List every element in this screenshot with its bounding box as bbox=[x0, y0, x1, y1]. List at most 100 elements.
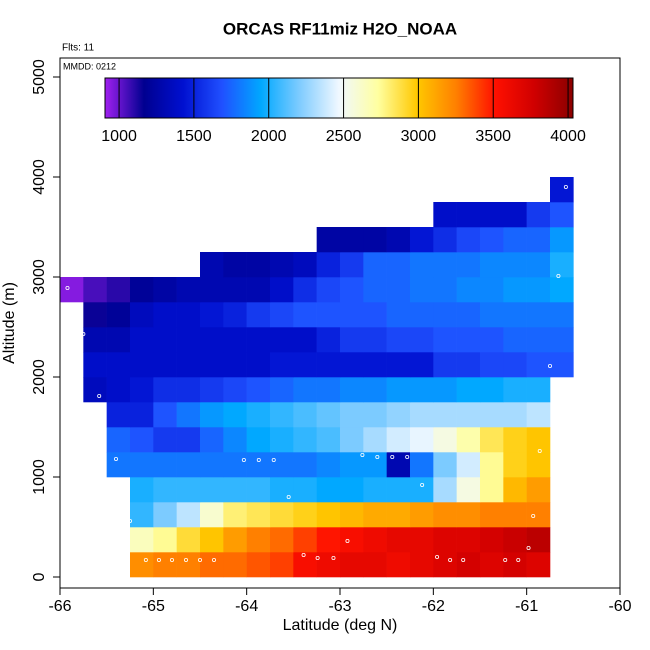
heat-cell bbox=[526, 327, 551, 353]
heat-cell bbox=[456, 252, 481, 278]
flight-point bbox=[156, 558, 161, 563]
heat-cell bbox=[153, 477, 177, 503]
heat-cell bbox=[433, 352, 457, 378]
heat-cell bbox=[526, 202, 551, 228]
heat-cell bbox=[480, 277, 504, 303]
heat-cell bbox=[316, 527, 341, 553]
flight-point bbox=[405, 454, 410, 459]
heat-cell bbox=[410, 302, 434, 328]
heat-cell bbox=[176, 377, 201, 403]
flight-point bbox=[169, 558, 174, 563]
heat-cell bbox=[456, 277, 481, 303]
heat-cell bbox=[153, 552, 177, 578]
heat-cell bbox=[433, 527, 457, 553]
heat-cell bbox=[200, 252, 224, 278]
heat-cell bbox=[223, 502, 247, 528]
heat-cell bbox=[176, 352, 201, 378]
heat-cell bbox=[410, 477, 434, 503]
heat-cell bbox=[316, 302, 341, 328]
heat-cell bbox=[60, 277, 84, 303]
heat-cell bbox=[550, 202, 574, 228]
heat-cell bbox=[246, 477, 271, 503]
heat-cell bbox=[153, 277, 177, 303]
heat-cell bbox=[246, 302, 271, 328]
heat-cell bbox=[340, 477, 364, 503]
heat-cell bbox=[480, 552, 504, 578]
heat-cell bbox=[340, 527, 364, 553]
heat-cell bbox=[270, 452, 294, 478]
flight-point bbox=[315, 556, 320, 561]
heat-cell bbox=[550, 177, 574, 203]
heat-cell bbox=[526, 552, 551, 578]
heat-cell bbox=[270, 377, 294, 403]
heat-cell bbox=[526, 527, 551, 553]
heat-cell bbox=[340, 377, 364, 403]
colorbar-tick-label: 4000 bbox=[550, 128, 586, 145]
heat-cell bbox=[130, 527, 154, 553]
flight-point bbox=[301, 553, 306, 558]
heat-cell bbox=[153, 452, 177, 478]
heat-cell bbox=[83, 352, 107, 378]
heat-cell bbox=[480, 377, 504, 403]
x-tick-label: -66 bbox=[48, 598, 71, 615]
heat-cell bbox=[363, 227, 387, 253]
flight-point bbox=[256, 457, 261, 462]
heat-cell bbox=[130, 452, 154, 478]
heat-cell bbox=[503, 252, 527, 278]
heat-cell bbox=[270, 527, 294, 553]
colorbar-tick-label: 1500 bbox=[176, 128, 212, 145]
heat-cell bbox=[340, 502, 364, 528]
heat-cell bbox=[130, 327, 154, 353]
heat-cell bbox=[223, 427, 247, 453]
flight-point bbox=[271, 457, 276, 462]
heat-cell bbox=[176, 327, 201, 353]
x-tick-label: -62 bbox=[422, 598, 445, 615]
heat-cell bbox=[223, 277, 247, 303]
heat-cell bbox=[363, 452, 387, 478]
heat-cell bbox=[526, 452, 551, 478]
flight-point bbox=[420, 482, 425, 487]
flight-point bbox=[331, 556, 336, 561]
heat-cell bbox=[106, 327, 131, 353]
heat-cell bbox=[200, 527, 224, 553]
heat-cell bbox=[246, 552, 271, 578]
heat-cell bbox=[316, 277, 341, 303]
heat-cell bbox=[433, 427, 457, 453]
heat-cell bbox=[503, 552, 527, 578]
heat-cell bbox=[456, 402, 481, 428]
heat-cell bbox=[526, 477, 551, 503]
heat-cell bbox=[480, 477, 504, 503]
heat-cell bbox=[386, 302, 411, 328]
heat-cell bbox=[200, 452, 224, 478]
heat-cell bbox=[270, 502, 294, 528]
heat-cell bbox=[130, 477, 154, 503]
heat-cell bbox=[503, 227, 527, 253]
heat-cell bbox=[293, 352, 317, 378]
heat-cell bbox=[410, 277, 434, 303]
heat-cell bbox=[410, 327, 434, 353]
heat-cell bbox=[526, 427, 551, 453]
heat-cell bbox=[433, 252, 457, 278]
heat-cell bbox=[223, 452, 247, 478]
flight-point bbox=[143, 558, 148, 563]
flight-point bbox=[241, 457, 246, 462]
heat-cell bbox=[456, 427, 481, 453]
heat-cell bbox=[503, 277, 527, 303]
heat-cell bbox=[410, 427, 434, 453]
flight-point bbox=[81, 331, 86, 336]
heat-cell bbox=[106, 427, 131, 453]
heat-cell bbox=[130, 402, 154, 428]
heat-cell bbox=[456, 202, 481, 228]
heat-cell bbox=[293, 327, 317, 353]
heat-cell bbox=[340, 277, 364, 303]
heat-cell bbox=[246, 452, 271, 478]
heat-cell bbox=[316, 502, 341, 528]
heat-cell bbox=[526, 302, 551, 328]
heat-cell bbox=[410, 252, 434, 278]
heat-cell bbox=[106, 302, 131, 328]
heat-cell bbox=[526, 352, 551, 378]
heat-cell bbox=[550, 252, 574, 278]
heat-cell bbox=[363, 477, 387, 503]
heat-cell bbox=[526, 502, 551, 528]
heat-cell bbox=[176, 302, 201, 328]
